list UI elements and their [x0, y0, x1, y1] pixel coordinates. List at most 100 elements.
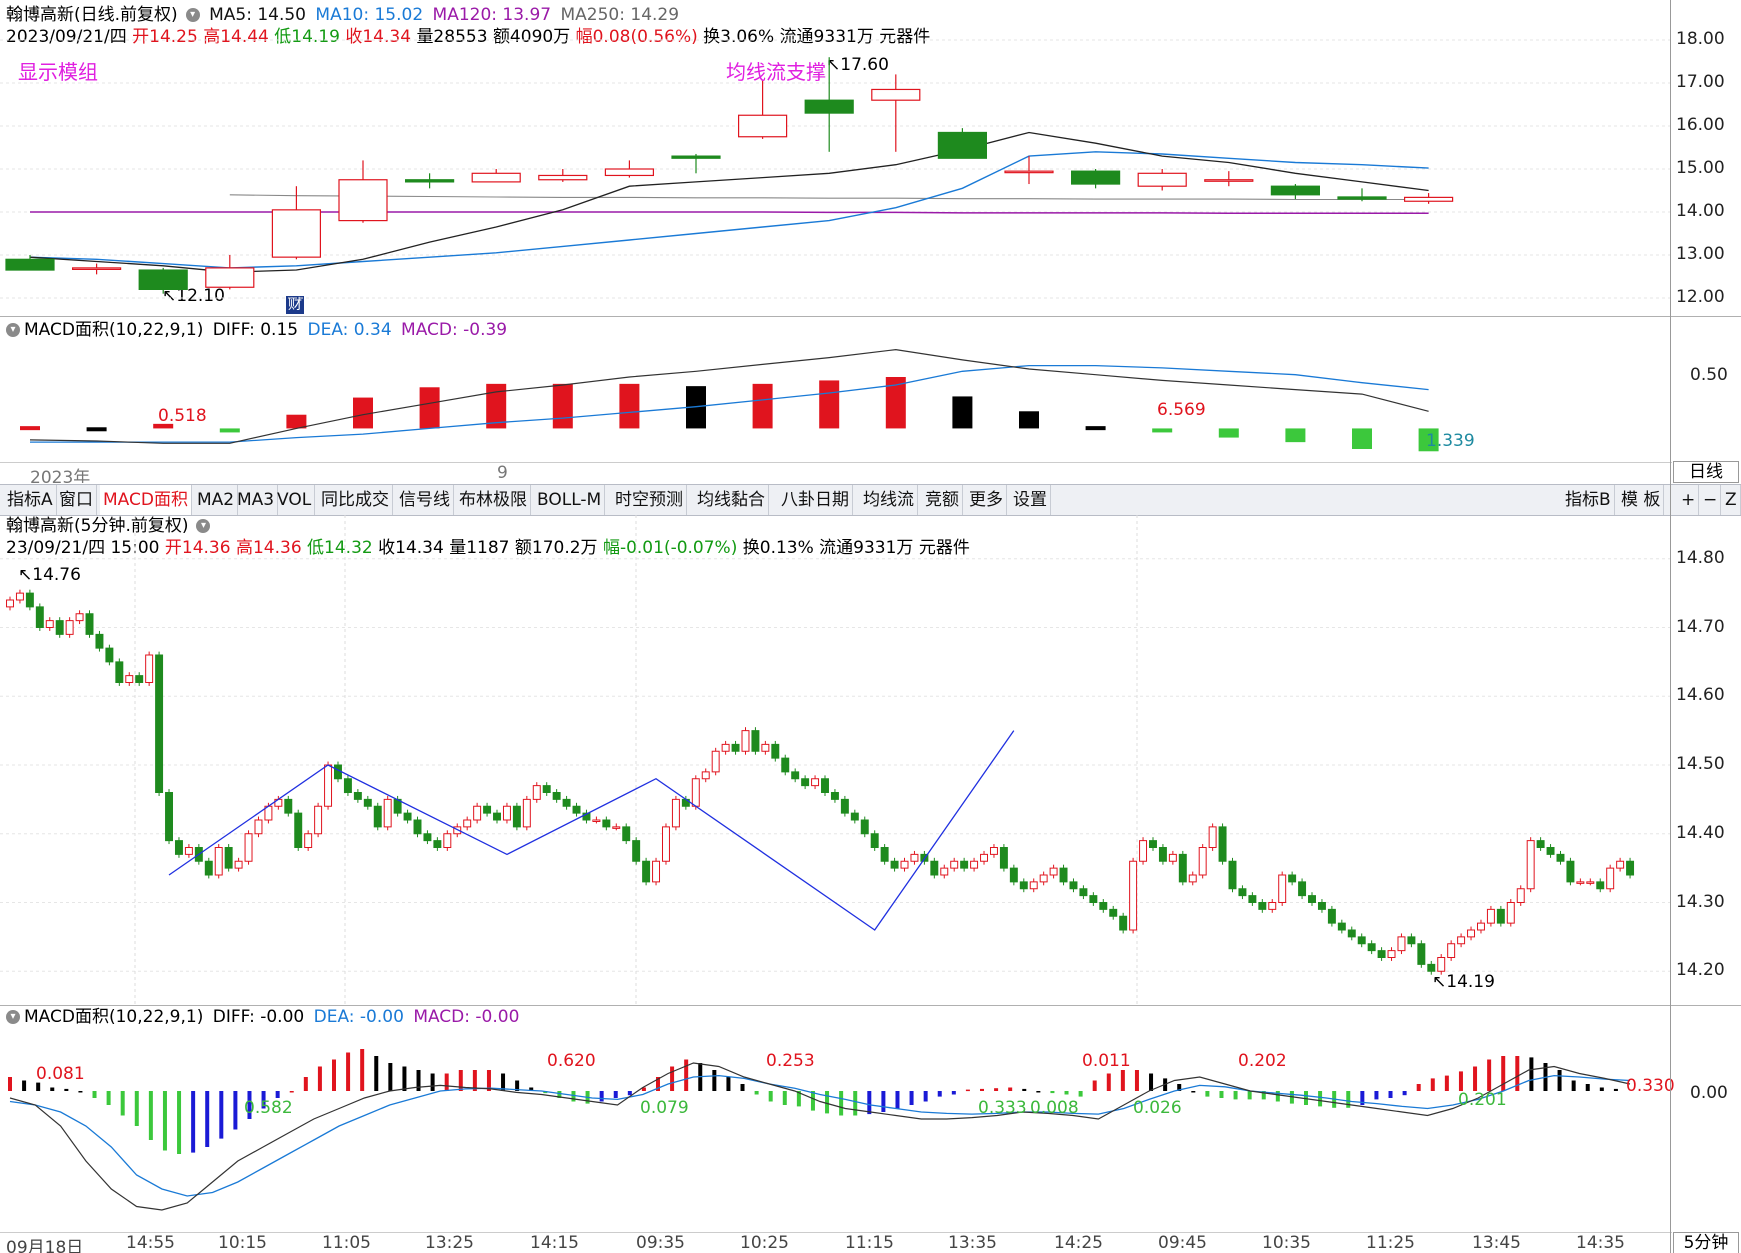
- candle-body: [771, 743, 780, 759]
- macd-bar: [937, 1091, 942, 1097]
- quote-float: 流通9331万: [819, 538, 914, 558]
- toolbar-tab[interactable]: VOL: [274, 485, 316, 515]
- macd-title[interactable]: MACD面积(10,22,9,1): [24, 320, 204, 340]
- dropdown-icon[interactable]: ▾: [185, 8, 200, 22]
- y-tick-label: 18.00: [1676, 29, 1725, 49]
- macd-bar: [726, 1077, 731, 1091]
- area-label: 0.079: [640, 1098, 689, 1118]
- candle-body: [1079, 888, 1088, 897]
- candle-body: [135, 675, 144, 683]
- y-tick-label: 16.00: [1676, 115, 1725, 135]
- daily-macd-header: ▾ MACD面积(10,22,9,1) DIFF: 0.15 DEA: 0.34 …: [6, 319, 511, 341]
- macd-bar: [346, 1052, 351, 1091]
- candle-body: [214, 847, 223, 876]
- area-label: 0.202: [1238, 1051, 1287, 1071]
- candle-body: [811, 778, 820, 787]
- toolbar-tab[interactable]: 均线黏合: [694, 485, 769, 515]
- toolbar-tab[interactable]: MA2: [194, 485, 239, 515]
- candle-body: [562, 798, 571, 807]
- period-tag-5min[interactable]: 5分钟: [1673, 1232, 1739, 1253]
- dropdown-icon[interactable]: ▾: [6, 323, 20, 337]
- macd-bar: [825, 1091, 830, 1114]
- daily-title[interactable]: 翰博高新(日线.前复权): [6, 5, 178, 25]
- period-tag-daily[interactable]: 日线: [1673, 461, 1739, 483]
- area-label: 0.582: [244, 1098, 293, 1118]
- toolbar-tab[interactable]: 指标A: [4, 485, 57, 515]
- x-tick-label: 14:15: [530, 1233, 579, 1253]
- candle-body: [1137, 172, 1187, 187]
- toolbar-tab[interactable]: 窗口: [56, 485, 97, 515]
- candle-body: [234, 860, 243, 869]
- toolbar-tab[interactable]: 信号线: [396, 485, 454, 515]
- toolbar-tab[interactable]: 设置: [1010, 485, 1051, 515]
- candle-body: [284, 798, 293, 814]
- minute-chart-pane[interactable]: 翰博高新(5分钟.前复权) ▾ 23/09/21/四 15:00 开14.36 高…: [0, 515, 1741, 1006]
- dropdown-icon[interactable]: ▾: [6, 1010, 20, 1024]
- toolbar-right-button[interactable]: Z: [1722, 485, 1741, 515]
- macd-bar: [148, 1091, 153, 1140]
- area-label: 0.333: [978, 1098, 1027, 1118]
- candle-body: [1248, 895, 1257, 903]
- y-tick-label: 14.60: [1676, 685, 1725, 706]
- y-tick-label: 14.80: [1676, 547, 1725, 568]
- candle-body: [1204, 179, 1254, 182]
- daily-macd-pane[interactable]: ▾ MACD面积(10,22,9,1) DIFF: 0.15 DEA: 0.34 …: [0, 317, 1741, 483]
- macd-bar: [867, 1091, 872, 1115]
- daily-quote: 2023/09/21/四 开14.25 高14.44 低14.19 收14.34…: [6, 26, 934, 48]
- quote-change: 幅-0.01(-0.07%): [602, 538, 738, 558]
- candle-body: [622, 826, 631, 842]
- macd-bar: [1120, 1070, 1125, 1091]
- toolbar-right-button[interactable]: +: [1678, 485, 1700, 515]
- x-tick-label: 09:45: [1158, 1233, 1207, 1253]
- minute-macd-pane[interactable]: ▾ MACD面积(10,22,9,1) DIFF: -0.00 DEA: -0.0…: [0, 1006, 1741, 1253]
- toolbar-right-button[interactable]: 指标B: [1562, 485, 1615, 515]
- toolbar-tab[interactable]: MA3: [234, 485, 279, 515]
- candle-body: [443, 833, 452, 848]
- macd-bar: [909, 1091, 914, 1105]
- toolbar-right-button[interactable]: −: [1700, 485, 1722, 515]
- toolbar-tab[interactable]: 布林极限: [456, 485, 531, 515]
- candle-body: [1059, 867, 1068, 883]
- candle-body: [671, 155, 721, 159]
- ma5-label: MA5: 14.50: [209, 5, 306, 25]
- macd-bar: [1585, 1084, 1590, 1091]
- candle-body: [1109, 908, 1118, 917]
- dropdown-icon[interactable]: ▾: [196, 519, 211, 533]
- candle-body: [405, 179, 455, 183]
- macd-bar: [64, 1088, 69, 1091]
- candle-body: [1168, 853, 1177, 862]
- candle-body: [840, 798, 849, 814]
- minute-title[interactable]: 翰博高新(5分钟.前复权): [6, 516, 189, 536]
- quote-industry: 元器件: [879, 27, 931, 47]
- toolbar-tab[interactable]: 更多: [966, 485, 1007, 515]
- macd-bar: [191, 1091, 196, 1153]
- x-tick-label: 10:25: [740, 1233, 789, 1253]
- macd-bar: [552, 383, 573, 429]
- toolbar-tab[interactable]: 时空预测: [612, 485, 687, 515]
- candle-body: [804, 99, 854, 114]
- macd-bar: [1360, 1091, 1365, 1105]
- toolbar-tab[interactable]: 同比成交: [318, 485, 393, 515]
- candle-body: [512, 805, 521, 828]
- toolbar-tab[interactable]: MACD面积: [100, 485, 192, 515]
- candle-body: [1258, 902, 1267, 910]
- toolbar-right-button[interactable]: 模 板: [1618, 485, 1665, 515]
- macd-bar: [1191, 1091, 1196, 1093]
- quote-float: 流通9331万: [779, 27, 874, 47]
- macd-bar: [1418, 428, 1439, 452]
- macd-title[interactable]: MACD面积(10,22,9,1): [24, 1007, 204, 1027]
- macd-bar: [670, 1066, 675, 1091]
- macd-bar: [22, 1080, 27, 1091]
- macd-bar: [36, 1082, 41, 1091]
- finance-marker[interactable]: 财: [286, 296, 304, 314]
- minute-x-axis: 09月18日 14:55 10:15 11:05 13:25 14:15 09:35 10:2…: [0, 1232, 1672, 1253]
- macd-bar: [286, 414, 307, 429]
- area-label: 1.339: [1426, 431, 1475, 451]
- toolbar-tab[interactable]: 均线流: [860, 485, 918, 515]
- toolbar-tab[interactable]: 八卦日期: [778, 485, 853, 515]
- toolbar-tab[interactable]: BOLL-M: [534, 485, 606, 515]
- macd-bar: [261, 1091, 266, 1109]
- macd-bar: [177, 1091, 182, 1154]
- toolbar-tab[interactable]: 竞额: [922, 485, 963, 515]
- daily-chart-pane[interactable]: 翰博高新(日线.前复权) ▾ MA5: 14.50 MA10: 15.02 MA1…: [0, 0, 1741, 317]
